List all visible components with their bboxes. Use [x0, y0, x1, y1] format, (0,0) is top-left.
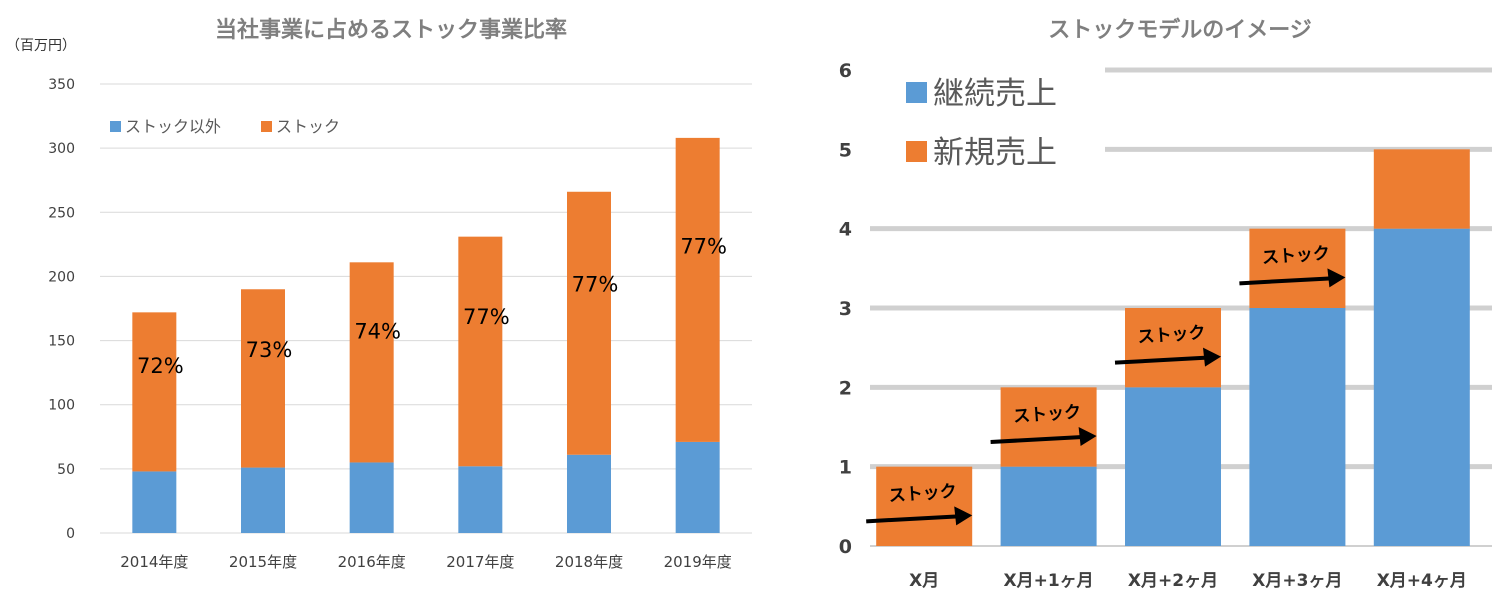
bar-stock — [349, 262, 394, 463]
stock-ratio-label: 77% — [680, 234, 727, 258]
legend-label-stock: ストック — [276, 117, 340, 136]
x-tick-label: X月 — [909, 571, 939, 591]
right-chart: ストックモデルのイメージ 0 1 2 3 4 5 6 X月 X月+1ヶ月 X月+2ヶ月 X月+3ヶ… — [839, 17, 1492, 591]
y-tick-label: 6 — [839, 60, 852, 82]
y-tick-label: 200 — [48, 269, 75, 285]
bar-non-stock — [132, 471, 177, 533]
legend-swatch-non-stock — [110, 121, 121, 132]
y-tick-label: 350 — [48, 77, 75, 93]
x-tick-label: 2019年度 — [664, 553, 732, 571]
left-chart: 当社事業に占めるストック事業比率 （百万円） 0 50 100 150 200 250 30… — [6, 17, 752, 571]
legend-label-new: 新規売上 — [933, 135, 1057, 171]
bar-non-stock — [675, 441, 720, 533]
x-tick-label: 2017年度 — [446, 553, 514, 571]
bar-non-stock — [349, 462, 394, 533]
bar-new — [1373, 149, 1470, 229]
x-tick-label: 2015年度 — [229, 553, 297, 571]
left-legend: ストック以外 ストック — [110, 117, 340, 136]
bar-new — [1125, 308, 1221, 388]
bar-stock — [458, 236, 503, 467]
left-unit-label: （百万円） — [6, 38, 76, 54]
bar-recurring — [1000, 466, 1097, 546]
bar-recurring — [1125, 387, 1221, 546]
right-bars — [876, 149, 1470, 546]
legend-label-non-stock: ストック以外 — [125, 117, 221, 136]
stock-annotation-label: ストック — [888, 482, 957, 507]
right-y-axis: 0 1 2 3 4 5 6 — [839, 60, 852, 558]
left-bars — [132, 137, 720, 533]
right-chart-title: ストックモデルのイメージ — [1048, 17, 1312, 43]
right-legend: 継続売上 新規売上 — [906, 76, 1057, 171]
stock-arrow-shaft — [1239, 276, 1332, 286]
stock-arrow-head — [1327, 268, 1346, 288]
stock-ratio-label: 73% — [246, 338, 293, 362]
stock-arrow-head — [1078, 427, 1097, 446]
left-chart-title: 当社事業に占めるストック事業比率 — [215, 17, 567, 43]
y-tick-label: 50 — [57, 462, 75, 478]
left-data-labels: 72% 73% 74% 77% 77% 77% — [137, 234, 727, 377]
stock-arrow-head — [954, 506, 973, 526]
y-tick-label: 100 — [48, 398, 75, 414]
stock-ratio-label: 77% — [463, 305, 510, 329]
y-tick-label: 3 — [839, 298, 852, 320]
left-gridlines — [100, 83, 752, 534]
stock-annotation-label: ストック — [1013, 402, 1082, 427]
x-tick-label: 2016年度 — [338, 553, 406, 571]
stock-arrow-head — [1203, 347, 1221, 367]
bar-new — [1000, 387, 1097, 467]
bar-new — [876, 466, 973, 546]
stock-ratio-label: 77% — [572, 273, 619, 297]
stock-arrow-shaft — [866, 514, 959, 524]
stock-ratio-label: 72% — [137, 354, 184, 378]
x-tick-label: X月+2ヶ月 — [1128, 571, 1218, 591]
x-tick-label: 2014年度 — [120, 553, 188, 571]
right-x-axis: X月 X月+1ヶ月 X月+2ヶ月 X月+3ヶ月 X月+4ヶ月 — [909, 571, 1467, 591]
x-tick-label: X月+3ヶ月 — [1252, 571, 1342, 591]
bar-stock — [675, 137, 720, 442]
bar-stock — [567, 191, 611, 455]
x-tick-label: X月+1ヶ月 — [1004, 571, 1094, 591]
x-tick-label: X月+4ヶ月 — [1377, 571, 1467, 591]
bar-non-stock — [458, 466, 503, 533]
y-tick-label: 4 — [839, 219, 852, 241]
y-tick-label: 150 — [48, 334, 75, 350]
y-tick-label: 1 — [839, 457, 852, 479]
y-tick-label: 250 — [48, 205, 75, 221]
stock-annotation-label: ストック — [1261, 244, 1330, 269]
legend-swatch-stock — [261, 121, 272, 132]
stock-annotation-label: ストック — [1137, 323, 1206, 348]
y-tick-label: 0 — [839, 536, 852, 558]
bar-recurring — [1249, 308, 1346, 546]
legend-swatch-new — [906, 141, 927, 162]
legend-label-recurring: 継続売上 — [933, 76, 1057, 112]
y-tick-label: 0 — [66, 526, 75, 542]
stock-arrow-shaft — [990, 435, 1083, 444]
bar-non-stock — [241, 467, 285, 533]
stock-arrow-shaft — [1114, 355, 1208, 365]
bar-non-stock — [567, 454, 611, 533]
left-x-axis: 2014年度 2015年度 2016年度 2017年度 2018年度 2019年度 — [120, 553, 732, 571]
bar-stock — [132, 312, 177, 472]
x-tick-label: 2018年度 — [555, 553, 623, 571]
y-tick-label: 5 — [839, 139, 852, 161]
left-y-axis: 0 50 100 150 200 250 300 350 — [48, 77, 75, 542]
legend-swatch-recurring — [906, 82, 927, 103]
y-tick-label: 300 — [48, 141, 75, 157]
bar-stock — [241, 289, 285, 468]
stock-ratio-label: 74% — [354, 319, 401, 343]
bar-new — [1249, 228, 1346, 308]
bar-recurring — [1373, 228, 1470, 546]
y-tick-label: 2 — [839, 377, 852, 399]
